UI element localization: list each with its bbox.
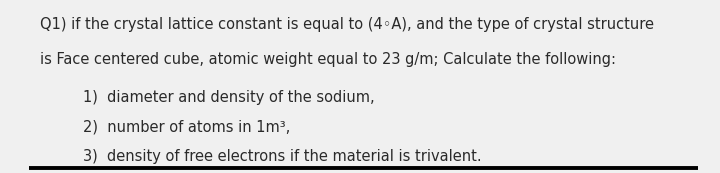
Text: 2)  number of atoms in 1m³,: 2) number of atoms in 1m³, [83,119,290,134]
Text: 1)  diameter and density of the sodium,: 1) diameter and density of the sodium, [83,90,374,105]
Text: is Face centered cube, atomic weight equal to 23 g/m; Calculate the following:: is Face centered cube, atomic weight equ… [40,52,616,67]
Text: Q1) if the crystal lattice constant is equal to (4◦A), and the type of crystal s: Q1) if the crystal lattice constant is e… [40,17,654,32]
Text: 3)  density of free electrons if the material is trivalent.: 3) density of free electrons if the mate… [83,149,482,164]
